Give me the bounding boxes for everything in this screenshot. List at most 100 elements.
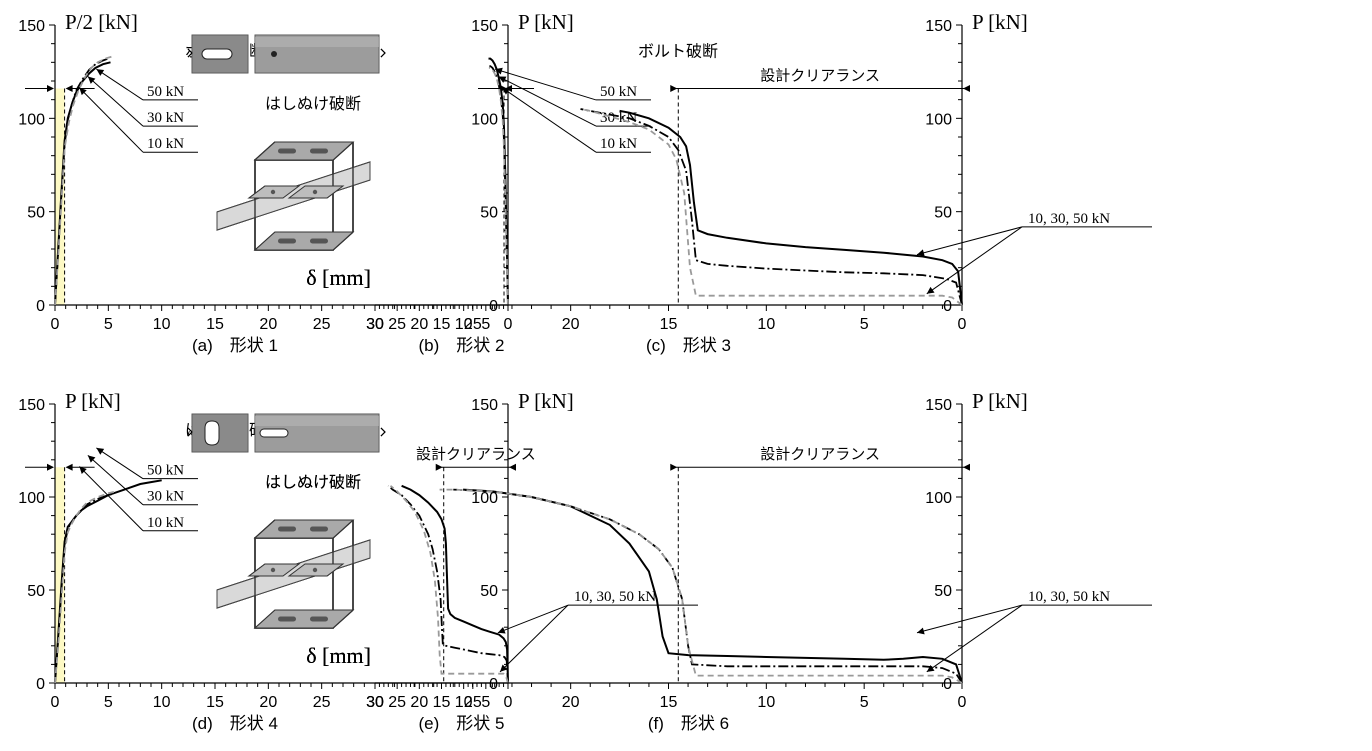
arrowhead [96, 447, 105, 455]
x-tick-label: 5 [860, 316, 869, 333]
y-tick-label: 100 [925, 490, 952, 507]
x-tick-label: 15 [433, 694, 451, 711]
x-tick-label: 15 [660, 316, 678, 333]
bolt-hole [270, 189, 276, 195]
series-line-10-kn [389, 485, 509, 684]
clearance-label: 設計クリアランス [760, 67, 880, 84]
x-tick-label: 10 [455, 316, 473, 333]
series-line-50-kn [463, 488, 963, 684]
y-tick-label: 0 [36, 676, 45, 693]
top-plate [253, 519, 355, 539]
x-tick-label: 10 [757, 694, 775, 711]
failure-annotation: はしぬけ破断 [265, 474, 361, 492]
bottom-plate [253, 231, 355, 251]
bottom-plate [253, 609, 355, 629]
panel-caption: (d) 形状 4 [192, 714, 278, 733]
load-label: 50 kN [147, 463, 184, 479]
x-axis-label: δ [mm] [306, 643, 371, 668]
clearance-label: 設計クリアランス [760, 446, 880, 463]
load-label: 30 kN [147, 489, 184, 505]
load-label-leader [499, 604, 569, 673]
load-label-leader [926, 226, 1023, 295]
load-label-leader [916, 604, 1023, 634]
joint-schematic [216, 519, 371, 629]
specimen-sheen [255, 37, 379, 47]
series-line-10-kn [580, 108, 963, 306]
series-line-30-kn [54, 57, 109, 306]
x-axis-label: δ [mm] [306, 265, 371, 290]
y-axis-label: P [kN] [518, 10, 574, 34]
load-label: 10, 30, 50 kN [1028, 589, 1110, 605]
x-tick-label: 25 [464, 316, 482, 333]
x-axis-label: δ [mm] [306, 265, 371, 290]
x-axis-label: δ [mm] [306, 643, 371, 668]
x-tick-label: 10 [153, 694, 171, 711]
y-tick-label: 50 [480, 205, 498, 222]
break-mark [187, 427, 193, 437]
y-tick-label: 0 [943, 676, 952, 693]
x-tick-label: 10 [455, 694, 473, 711]
series-line-50-kn [401, 484, 509, 684]
load-label: 50 kN [600, 84, 637, 100]
y-axis-label: P [kN] [972, 389, 1028, 413]
break-mark [380, 427, 386, 437]
x-tick-label: 0 [958, 316, 967, 333]
x-tick-label: 30 [366, 694, 384, 711]
arrowhead [963, 84, 970, 92]
y-tick-label: 100 [471, 111, 498, 128]
series-line-10-kn [54, 55, 112, 306]
arrowhead [435, 463, 443, 471]
arrowhead [87, 455, 96, 463]
y-tick-label: 0 [489, 676, 498, 693]
y-tick-label: 150 [18, 397, 45, 414]
series-line-10-kn [54, 490, 117, 684]
load-label-leader [87, 454, 144, 506]
series-line-30-kn [453, 488, 963, 684]
series-line-10-kn [488, 67, 509, 306]
x-tick-label: 0 [504, 694, 513, 711]
arrowhead [47, 463, 54, 471]
load-label-leader [501, 87, 597, 153]
failure-annotation: ボルト破断 [638, 43, 718, 61]
x-tick-label: 15 [660, 694, 678, 711]
arrowhead [497, 626, 506, 634]
load-label-leader [497, 604, 569, 634]
clearance-region [55, 88, 65, 305]
x-tick-label: 5 [860, 694, 869, 711]
x-tick-label: 20 [259, 316, 277, 333]
y-axis-label: P [kN] [65, 389, 121, 413]
panel-caption: (e) 形状 5 [419, 714, 505, 733]
panel-caption: (a) 形状 1 [192, 336, 278, 355]
x-tick-label: 10 [153, 316, 171, 333]
x-tick-label: 10 [757, 316, 775, 333]
top-plate [253, 141, 355, 161]
x-tick-label: 25 [464, 694, 482, 711]
series-line-30-kn [489, 65, 509, 306]
y-tick-label: 100 [925, 111, 952, 128]
arrowhead [87, 76, 96, 84]
y-axis-label: P [kN] [518, 389, 574, 413]
x-tick-label: 20 [562, 316, 580, 333]
y-tick-label: 100 [18, 111, 45, 128]
clearance-label: 設計クリアランス [416, 446, 536, 463]
slot-hole [310, 526, 328, 532]
slot-hole [278, 616, 296, 622]
x-tick-label: 30 [366, 694, 384, 711]
panel-caption: (c) 形状 3 [646, 336, 731, 355]
load-label: 30 kN [147, 110, 184, 126]
y-tick-label: 50 [480, 583, 498, 600]
slot-hole [310, 238, 328, 244]
y-tick-label: 50 [934, 205, 952, 222]
x-tick-label: 20 [410, 694, 428, 711]
series-line-10-kn [439, 488, 963, 684]
x-tick-label: 15 [206, 694, 224, 711]
load-label: 10 kN [147, 136, 184, 152]
x-tick-label: 5 [481, 316, 490, 333]
x-tick-label: 0 [51, 316, 60, 333]
y-tick-label: 150 [925, 18, 952, 35]
arrowhead [495, 67, 503, 75]
failure-annotation: はしぬけ破断 [265, 95, 361, 113]
arrowhead [47, 84, 54, 92]
